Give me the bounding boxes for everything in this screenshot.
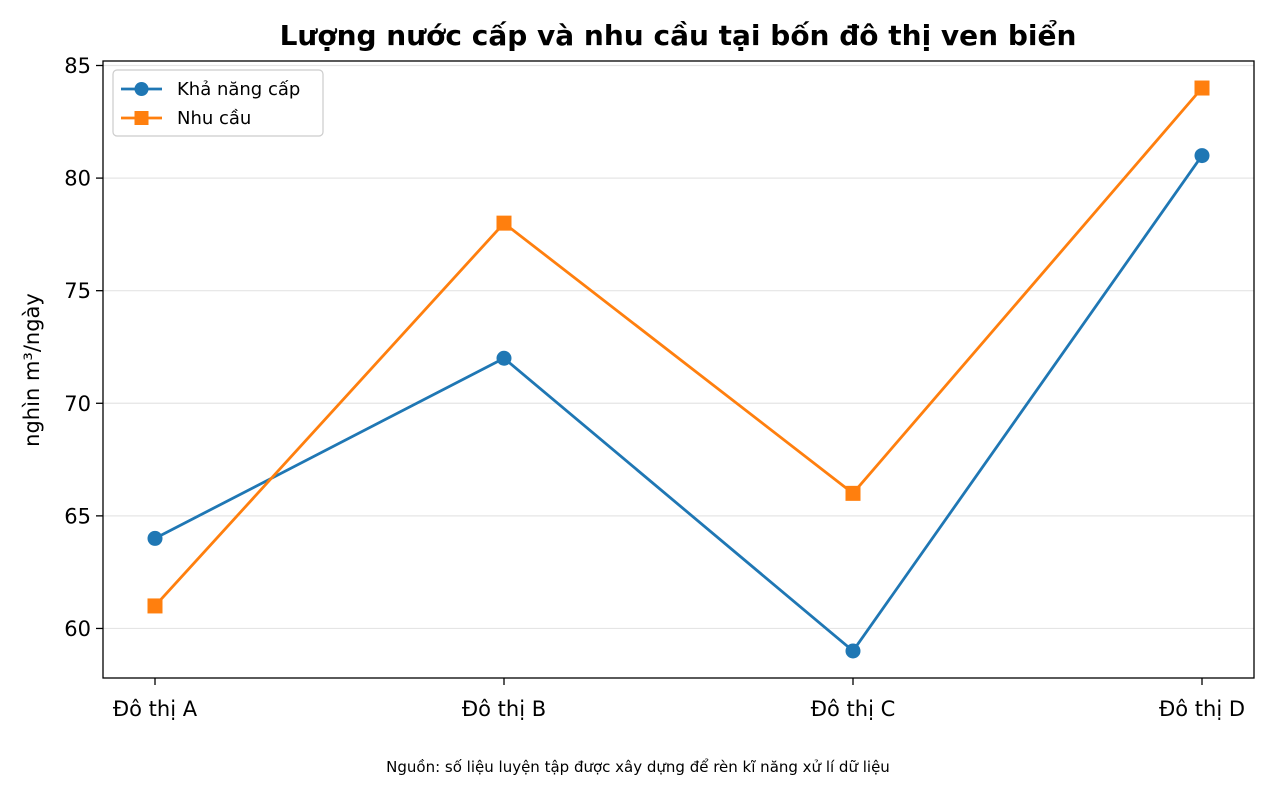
x-tick-label: Đô thị B (462, 697, 546, 721)
data-point-demand (147, 598, 163, 614)
gridlines (103, 64, 1254, 630)
x-tick-label: Đô thị A (113, 697, 198, 721)
data-point-demand (845, 485, 861, 501)
series-line-supply (154, 154, 1204, 653)
data-point-supply (1194, 148, 1210, 164)
y-axis-label: nghìn m³/ngày (20, 293, 44, 447)
legend-label-supply: Khả năng cấp (177, 79, 300, 100)
series-line-demand (153, 87, 1204, 607)
chart-title: Lượng nước cấp và nhu cầu tại bốn đô thị… (280, 18, 1077, 52)
y-tick-label: 70 (64, 392, 91, 416)
legend: Khả năng cấp Nhu cầu (112, 69, 324, 137)
x-tick-label: Đô thị D (1159, 697, 1245, 721)
legend-label-demand: Nhu cầu (177, 108, 251, 129)
x-tick-label: Đô thị C (811, 697, 896, 721)
data-point-supply (845, 643, 861, 659)
legend-marker-supply (134, 82, 149, 96)
series-group (147, 80, 1210, 659)
y-tick-label: 80 (64, 167, 91, 191)
data-point-demand (1194, 80, 1210, 96)
data-point-demand (496, 215, 512, 231)
source-footnote: Nguồn: số liệu luyện tập được xây dựng đ… (386, 758, 890, 776)
x-axis: Đô thị A Đô thị B Đô thị C Đô thị D (113, 678, 1245, 721)
data-point-supply (496, 350, 512, 366)
legend-marker-demand (134, 111, 149, 125)
legend-box (112, 69, 324, 137)
y-tick-label: 60 (64, 617, 91, 641)
y-axis: 60 65 70 75 80 85 (64, 54, 103, 641)
y-tick-label: 85 (64, 54, 91, 78)
plot-frame (102, 60, 1255, 679)
y-tick-label: 75 (64, 279, 91, 303)
data-point-supply (147, 530, 163, 546)
y-tick-label: 65 (64, 504, 91, 528)
